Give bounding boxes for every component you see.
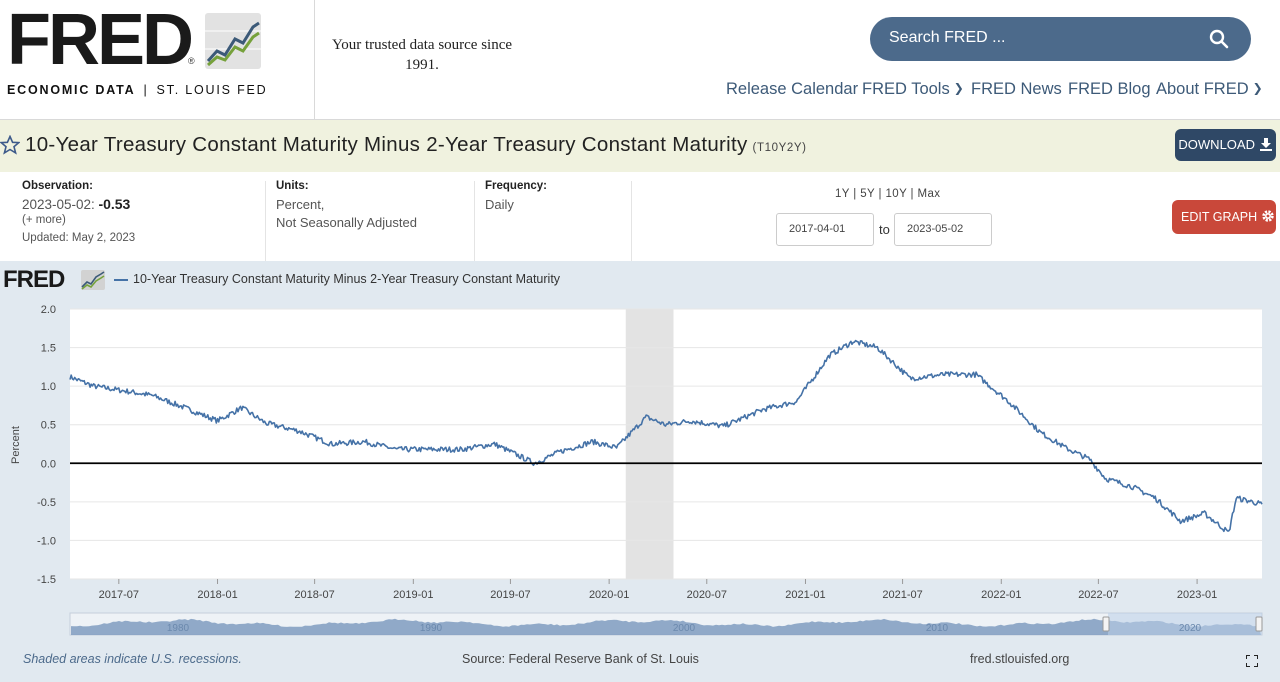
series-title-text: 10-Year Treasury Constant Maturity Minus… [25,133,748,156]
chevron-down-icon: ❯ [953,81,964,95]
start-date-input[interactable]: 2017-04-01 [776,213,874,246]
navigator-year-label: 2020 [1179,623,1202,634]
page-title: 10-Year Treasury Constant Maturity Minus… [25,133,807,157]
source-text[interactable]: Source: Federal Reserve Bank of St. Loui… [462,652,699,666]
download-button[interactable]: DOWNLOAD [1175,129,1276,161]
meta-divider [631,181,632,261]
tagline: Your trusted data source since 1991. [331,37,513,73]
units-label: Units: [276,180,309,192]
chart-legend[interactable]: 10-Year Treasury Constant Maturity Minus… [133,272,561,286]
logo-sub-separator: | [143,83,149,97]
y-tick-label: 0.5 [41,420,56,432]
nav-about-fred-label: About FRED [1156,80,1249,98]
y-tick-label: 2.0 [41,304,56,316]
edit-graph-button[interactable]: EDIT GRAPH [1172,200,1276,234]
series-title-bar [0,120,1280,172]
more-observations-link[interactable]: (+ more) [22,214,66,226]
observation-label: Observation: [22,180,93,192]
series-meta [0,172,1280,260]
x-tick-label: 2022-01 [981,589,1021,601]
navigator-year-label: 2010 [926,623,949,634]
observation-date: 2023-05-02: [22,197,95,212]
chart-logo-graph-icon [81,270,105,290]
nav-fred-tools-label: FRED Tools [862,80,950,98]
recession-shading [625,309,674,579]
navigator-selection [1108,613,1262,635]
y-axis-label: Percent [10,426,22,464]
nav-fred-news[interactable]: FRED News [971,80,1062,98]
chevron-down-icon: ❯ [1252,81,1263,95]
frequency-block: Frequency: Daily [485,180,547,214]
logo-sub-economic: ECONOMIC DATA [7,83,136,97]
site-header: FRED ® ECONOMIC DATA | ST. LOUIS FED Your … [0,0,1280,120]
x-tick-label: 2021-01 [785,589,825,601]
y-tick-label: 1.5 [41,343,56,355]
date-range-links[interactable]: 1Y | 5Y | 10Y | Max [835,188,941,200]
gear-icon [1261,210,1274,222]
series-id: (T10Y2Y) [752,142,807,154]
navigator-handle[interactable] [1102,616,1110,632]
observation-block: Observation: 2023-05-02: -0.53 (+ more) … [22,180,135,244]
navigator-year-label: 2000 [673,623,696,634]
x-tick-label: 2018-07 [294,589,334,601]
star-icon[interactable] [0,135,20,155]
series-line-t10y2y [69,339,1263,533]
updated-date: Updated: May 2, 2023 [22,232,136,244]
fred-url[interactable]: fred.stlouisfed.org [970,652,1070,666]
logo-wordmark[interactable]: FRED [7,0,194,80]
frequency-label: Frequency: [485,180,547,192]
units-line2: Not Seasonally Adjusted [276,215,417,230]
x-tick-label: 2020-07 [687,589,727,601]
navigator-series [71,618,1261,635]
recession-note: Shaded areas indicate U.S. recessions. [23,652,242,666]
units-block: Units: Percent, Not Seasonally Adjusted [276,180,417,232]
frequency-value: Daily [485,197,514,212]
observation-value: -0.53 [98,196,131,212]
x-tick-label: 2019-07 [490,589,530,601]
y-tick-label: 1.0 [41,381,56,393]
end-date-input[interactable]: 2023-05-02 [894,213,992,246]
x-tick-label: 2017-07 [99,589,139,601]
fred-logo[interactable]: FRED ® ECONOMIC DATA | ST. LOUIS FED [0,0,315,120]
x-tick-label: 2021-07 [882,589,922,601]
x-tick-label: 2020-01 [589,589,629,601]
fullscreen-icon[interactable] [1246,655,1258,667]
search-input[interactable]: Search FRED ... [889,29,1006,46]
x-tick-label: 2023-01 [1177,589,1217,601]
meta-divider [474,181,475,261]
legend-swatch [114,279,128,281]
nav-about-fred[interactable]: About FRED ❯ [1156,80,1263,99]
nav-fred-tools[interactable]: FRED Tools ❯ [862,80,964,99]
search-bar[interactable]: Search FRED ... [870,17,1251,61]
x-tick-label: 2018-01 [197,589,237,601]
logo-sub-stlouis: ST. LOUIS FED [156,83,268,97]
logo-registered: ® [188,56,195,66]
nav-release-calendar[interactable]: Release Calendar [726,80,859,98]
meta-divider [265,181,266,261]
navigator-year-label: 1980 [167,623,190,634]
y-tick-label: -0.5 [37,497,56,509]
logo-subtitle: ECONOMIC DATA | ST. LOUIS FED [7,83,267,97]
chart-fred-logo[interactable]: FRED [3,266,65,293]
download-label: DOWNLOAD [1178,137,1255,152]
x-tick-label: 2019-01 [393,589,433,601]
nav-fred-blog[interactable]: FRED Blog [1068,80,1151,98]
navigator-year-label: 1990 [420,623,443,634]
download-icon [1259,138,1272,151]
date-to-label: to [879,222,890,237]
y-tick-label: -1.5 [37,574,56,586]
edit-graph-label: EDIT GRAPH [1181,210,1258,224]
search-icon[interactable] [1209,29,1229,49]
y-tick-label: 0.0 [41,458,56,470]
navigator-handle[interactable] [1255,616,1263,632]
x-tick-label: 2022-07 [1078,589,1118,601]
y-tick-label: -1.0 [37,535,56,547]
units-line1: Percent, [276,197,325,212]
line-chart[interactable]: 2.0 1.5 1.0 0.5 0.0 -0.5 -1.0 -1.5 2017-07 2018-… [0,261,1280,651]
logo-graph-icon [205,13,261,69]
